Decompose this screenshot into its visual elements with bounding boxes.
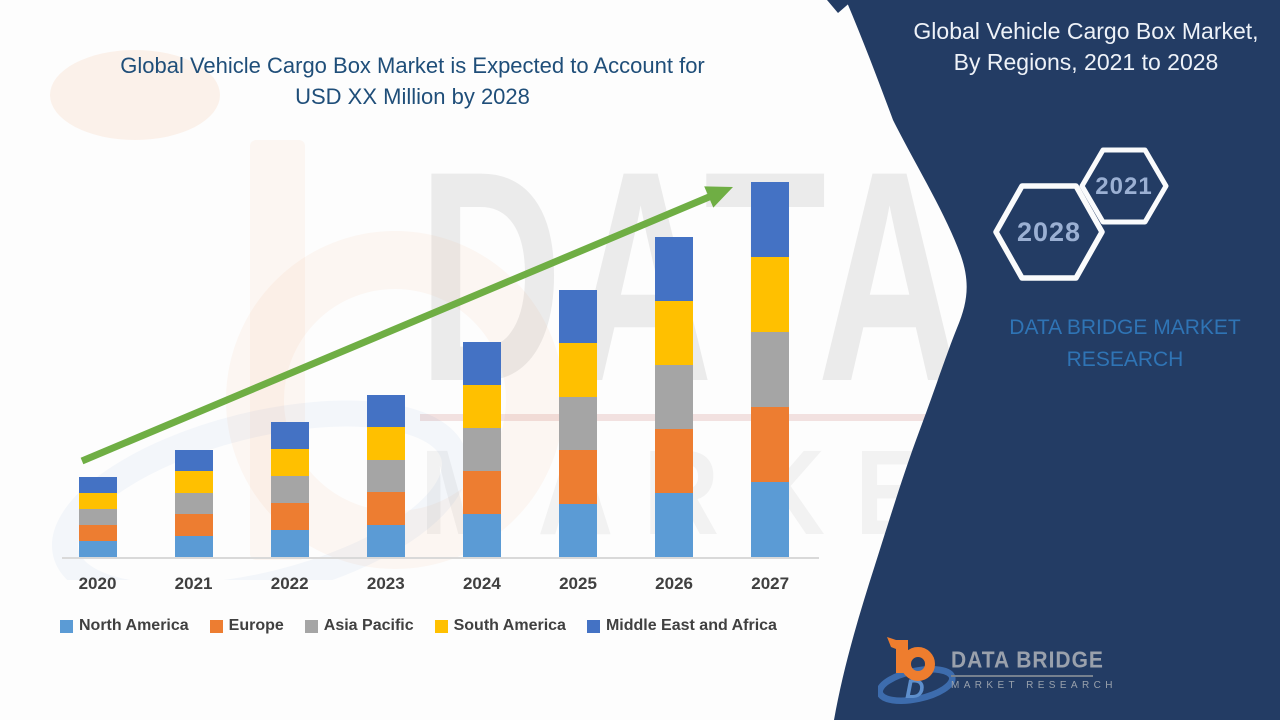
bar-segment-2025-south-america (559, 343, 597, 397)
bar-segment-2023-north-america (366, 524, 405, 557)
bar-segment-2027-south-america (751, 257, 790, 332)
bar-segment-2022-south-america (270, 449, 309, 476)
legend-label: North America (79, 617, 189, 634)
legend-label: South America (453, 617, 566, 634)
bar-segment-2025-asia-pacific (559, 396, 597, 450)
bar-segment-2026-north-america (655, 493, 694, 557)
bar-segment-2021-middle-east-and-africa (174, 449, 213, 471)
bar-segment-2024-north-america (462, 514, 501, 557)
bar-segment-2021-europe (174, 514, 213, 536)
brand-name-line2: RESEARCH (1066, 348, 1184, 371)
trend-arrow-icon (80, 186, 733, 465)
bar-segment-2025-europe (559, 450, 597, 504)
panel-title-line2: By Regions, 2021 to 2028 (953, 49, 1219, 75)
x-axis-line (62, 557, 819, 559)
bar-segment-2024-europe (462, 471, 501, 514)
bar-segment-2023-middle-east-and-africa (366, 394, 405, 427)
bar-segment-2026-europe (655, 429, 694, 493)
bar-segment-2020-north-america (78, 541, 117, 557)
chart-title-line2: USD XX Million by 2028 (295, 84, 530, 109)
svg-text:D: D (905, 674, 925, 704)
x-axis-label-2023: 2023 (366, 574, 405, 593)
legend-swatch-icon (60, 619, 73, 633)
bar-segment-2022-middle-east-and-africa (270, 422, 309, 449)
legend-swatch-icon (586, 619, 600, 633)
bar-segment-2026-south-america (655, 301, 694, 365)
legend-label: Asia Pacific (323, 617, 414, 634)
legend-swatch-icon (434, 619, 448, 633)
badge-2028-hexagon-icon: 2028 (993, 183, 1105, 281)
x-axis-label-2020: 2020 (78, 574, 117, 593)
panel-title-line1: Global Vehicle Cargo Box Market, (913, 18, 1259, 44)
brand-name-text: DATA BRIDGE MARKET RESEARCH (1000, 312, 1250, 376)
x-axis-label-2026: 2026 (655, 574, 693, 593)
legend-item-middle-east-and-africa: Middle East and Africa (586, 617, 777, 635)
bar-2023 (366, 394, 405, 557)
chart-title: Global Vehicle Cargo Box Market is Expec… (80, 50, 745, 112)
x-axis-label-2021: 2021 (174, 574, 213, 593)
bar-segment-2020-asia-pacific (78, 509, 117, 525)
logo-name: DATA BRIDGE (951, 648, 1104, 673)
bar-segment-2020-middle-east-and-africa (78, 477, 117, 493)
bar-segment-2023-south-america (366, 427, 405, 460)
bar-segment-2023-europe (366, 492, 405, 525)
bar-segment-2027-europe (751, 407, 790, 482)
x-axis-label-2022: 2022 (270, 574, 309, 593)
logo-underline (951, 675, 1093, 677)
bar-segment-2020-south-america (78, 493, 117, 509)
legend-item-south-america: South America (434, 617, 566, 635)
bar-segment-2024-asia-pacific (462, 428, 501, 471)
bar-segment-2021-south-america (174, 471, 213, 493)
legend-item-north-america: North America (60, 617, 189, 635)
bar-segment-2024-middle-east-and-africa (462, 342, 501, 385)
bar-2027 (751, 182, 790, 557)
bar-segment-2023-asia-pacific (366, 459, 405, 492)
bar-segment-2022-asia-pacific (270, 476, 309, 503)
bar-segment-2025-north-america (559, 503, 597, 557)
bar-2026 (655, 237, 694, 557)
logo-tagline: MARKET RESEARCH (951, 680, 1117, 691)
legend-swatch-icon (209, 619, 223, 633)
svg-text:2021: 2021 (1095, 173, 1152, 200)
svg-text:2028: 2028 (1017, 217, 1081, 247)
x-axis-label-2025: 2025 (559, 574, 597, 593)
bar-segment-2027-middle-east-and-africa (751, 182, 790, 257)
badge-2021-hexagon-icon: 2021 (1079, 147, 1169, 225)
databridge-logo-wordmark: DATA BRIDGE MARKET RESEARCH (951, 648, 1117, 691)
bar-segment-2026-middle-east-and-africa (655, 237, 694, 301)
bar-segment-2020-europe (78, 525, 117, 541)
panel-title: Global Vehicle Cargo Box Market, By Regi… (900, 16, 1272, 78)
databridge-logo-icon: D (878, 637, 956, 704)
legend-item-europe: Europe (209, 617, 284, 635)
bar-segment-2024-south-america (462, 385, 501, 428)
legend-label: Europe (228, 617, 284, 634)
bar-segment-2025-middle-east-and-africa (559, 289, 597, 343)
x-axis-label-2024: 2024 (462, 574, 501, 593)
bar-segment-2022-north-america (270, 530, 309, 557)
brand-name-line1: DATA BRIDGE MARKET (1009, 316, 1241, 339)
bar-segment-2027-north-america (751, 482, 790, 557)
bar-2020 (78, 477, 117, 557)
bar-segment-2027-asia-pacific (751, 332, 790, 407)
legend-label: Middle East and Africa (605, 617, 777, 634)
bar-2022 (270, 422, 309, 557)
bar-segment-2026-asia-pacific (655, 365, 694, 429)
bar-chart-plot (78, 182, 790, 557)
chart-title-line1: Global Vehicle Cargo Box Market is Expec… (120, 53, 705, 78)
bar-segment-2022-europe (270, 503, 309, 530)
legend-swatch-icon (304, 619, 318, 633)
x-axis-label-2027: 2027 (751, 574, 790, 593)
bar-2024 (462, 342, 501, 557)
bar-2021 (174, 449, 213, 557)
bar-2025 (559, 289, 597, 557)
bar-segment-2021-asia-pacific (174, 492, 213, 514)
legend-item-asia-pacific: Asia Pacific (304, 617, 414, 635)
bar-segment-2021-north-america (174, 535, 213, 557)
chart-legend: North America Europe Asia Pacific South Ame… (60, 617, 777, 635)
